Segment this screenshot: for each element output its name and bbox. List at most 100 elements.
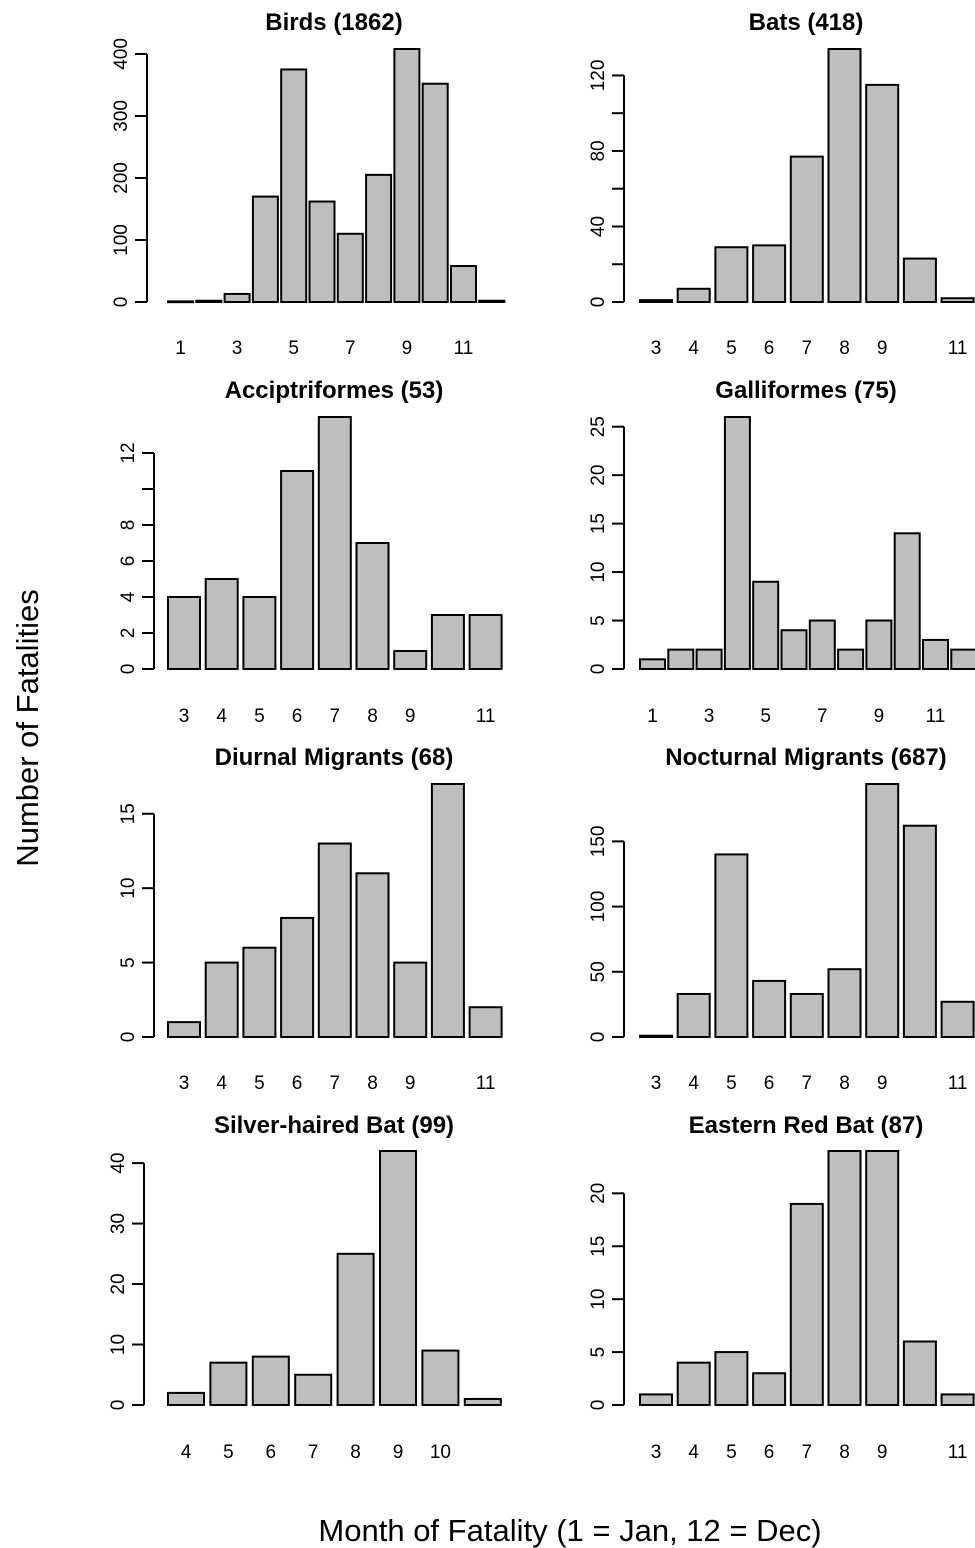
chart-panel-2: Bats (418) 0 40 80 120 3 4 5 6 7 8 9 11: [588, 9, 975, 359]
bar-month-4: [204, 578, 239, 670]
x-tick-label: 8: [367, 1073, 378, 1094]
bar-month-5: [209, 1361, 248, 1406]
bar-month-4: [676, 1361, 711, 1406]
y-tick-label: 40: [588, 216, 609, 237]
chart-title: Eastern Red Bat (87): [689, 1112, 924, 1139]
y-tick-label: 0: [588, 1400, 609, 1411]
bar-month-11: [468, 1006, 503, 1038]
x-tick-label: 3: [704, 706, 715, 727]
bar-month-10: [421, 1349, 460, 1406]
bar-month-6: [780, 629, 808, 671]
y-tick-label: 50: [588, 961, 609, 982]
bar-month-4: [167, 1391, 205, 1407]
bar-month-3: [639, 1393, 673, 1406]
y-tick-label: 10: [108, 1334, 129, 1355]
x-tick-label: 7: [802, 338, 813, 359]
y-tick-label: 400: [111, 38, 132, 70]
bar-month-7: [789, 992, 824, 1039]
y-tick-label: 200: [111, 162, 132, 194]
chart-title: Bats (418): [749, 9, 864, 36]
bar-month-12: [950, 648, 975, 670]
y-tick-label: 15: [588, 513, 609, 534]
x-tick-label: 9: [877, 1073, 888, 1094]
y-tick-label: 5: [588, 1347, 609, 1358]
bar-month-11: [940, 297, 975, 303]
y-tick-label: 20: [108, 1273, 129, 1294]
x-tick-label: 9: [393, 1442, 404, 1463]
chart-title: Diurnal Migrants (68): [215, 744, 454, 771]
x-tick-label: 9: [405, 1073, 416, 1094]
y-tick-label: 25: [588, 416, 609, 437]
y-tick-label: 0: [111, 297, 132, 308]
bar-month-9: [393, 650, 428, 670]
x-tick-label: 6: [292, 1073, 303, 1094]
bar-month-3: [167, 596, 201, 670]
x-tick-label: 3: [651, 338, 662, 359]
bar-month-1: [639, 658, 666, 670]
x-tick-label: 5: [726, 1442, 737, 1463]
bar-month-7: [808, 619, 836, 670]
y-tick-label: 4: [118, 591, 139, 602]
bar-month-7: [789, 1202, 824, 1406]
x-tick-label: 9: [877, 1442, 888, 1463]
x-tick-label: 11: [454, 338, 474, 359]
x-tick-label: 5: [288, 338, 299, 359]
bar-month-8: [365, 173, 393, 303]
bar-month-5: [714, 246, 749, 303]
y-tick-label: 10: [118, 878, 139, 899]
y-tick-label: 0: [108, 1400, 129, 1411]
x-tick-label: 4: [688, 1073, 699, 1094]
x-tick-label: 4: [216, 706, 227, 727]
bar-month-8: [355, 542, 390, 670]
x-tick-label: 5: [254, 706, 265, 727]
bar-month-12: [478, 299, 506, 303]
x-tick-label: 8: [350, 1442, 361, 1463]
bar-month-4: [676, 287, 711, 303]
bar-month-10: [430, 614, 465, 670]
x-tick-label: 9: [877, 338, 888, 359]
bar-month-9: [865, 783, 900, 1038]
y-tick-label: 5: [118, 957, 139, 968]
bar-month-7: [336, 232, 364, 303]
y-tick-label: 15: [118, 803, 139, 824]
y-tick-label: 0: [118, 1032, 139, 1043]
x-tick-label: 5: [726, 338, 737, 359]
x-tick-label: 11: [948, 1073, 968, 1094]
bar-month-5: [242, 596, 277, 670]
bar-month-11: [468, 614, 503, 670]
x-tick-label: 4: [688, 338, 699, 359]
x-tick-label: 5: [223, 1442, 234, 1463]
x-tick-label: 5: [254, 1073, 265, 1094]
y-tick-label: 100: [588, 891, 609, 923]
bar-month-5: [714, 853, 749, 1038]
y-tick-label: 80: [588, 140, 609, 161]
bar-month-4: [204, 961, 239, 1039]
x-tick-label: 5: [726, 1073, 737, 1094]
y-tick-label: 300: [111, 100, 132, 132]
x-tick-label: 8: [839, 1442, 850, 1463]
chart-panel-1: Birds (1862) 0 100 200 300 400 1 3 5 7 9 11: [111, 9, 506, 359]
x-tick-label: 8: [839, 1073, 850, 1094]
y-tick-label: 100: [111, 224, 132, 256]
chart-title: Birds (1862): [265, 9, 402, 36]
x-tick-label: 1: [647, 706, 658, 727]
bar-month-8: [336, 1252, 375, 1407]
x-tick-label: 3: [232, 338, 243, 359]
bar-month-3: [223, 292, 251, 303]
bar-month-3: [639, 299, 673, 303]
bar-month-6: [280, 916, 315, 1038]
y-tick-label: 30: [108, 1213, 129, 1234]
x-tick-label: 9: [402, 338, 413, 359]
x-tick-label: 3: [179, 706, 190, 727]
x-tick-label: 7: [802, 1442, 813, 1463]
x-tick-label: 6: [764, 338, 775, 359]
x-tick-label: 4: [216, 1073, 227, 1094]
bar-month-7: [317, 416, 352, 670]
x-tick-label: 11: [926, 706, 946, 727]
bar-month-6: [752, 979, 787, 1038]
y-tick-label: 12: [118, 442, 139, 463]
x-tick-label: 11: [476, 706, 496, 727]
x-tick-label: 6: [764, 1442, 775, 1463]
x-tick-label: 10: [430, 1442, 451, 1463]
bar-month-10: [893, 532, 921, 670]
